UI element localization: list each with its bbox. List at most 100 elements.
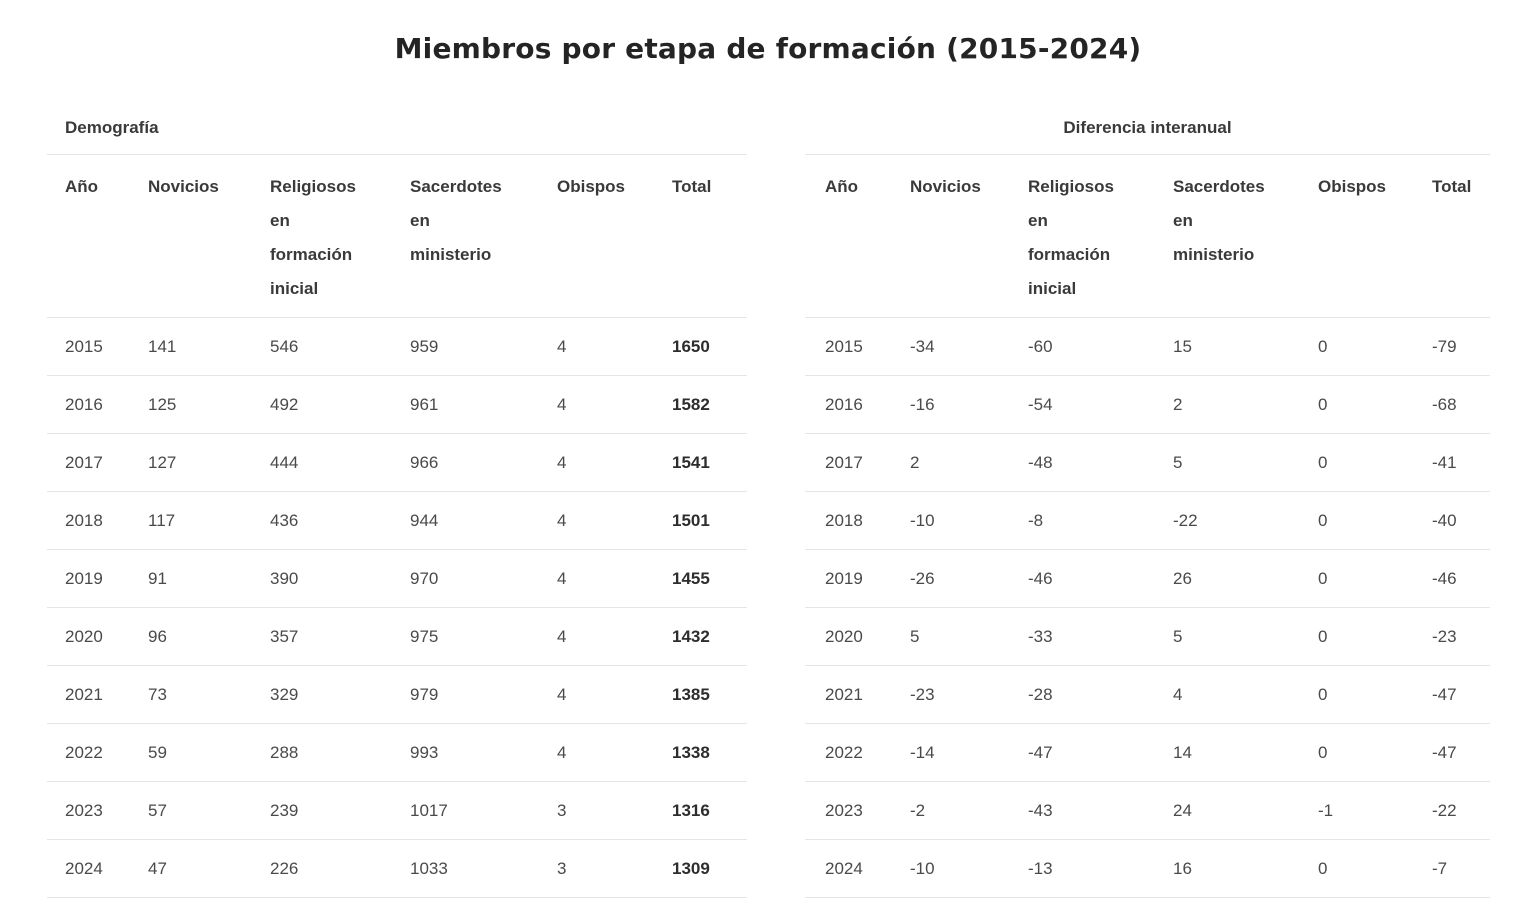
column-header-ano: Año [47, 155, 148, 318]
value-cell: 1017 [410, 782, 557, 840]
value-cell: -10 [910, 840, 1028, 898]
value-cell: 117 [148, 492, 270, 550]
value-cell: -22 [1173, 492, 1318, 550]
column-header-obispos: Obispos [557, 155, 672, 318]
year-cell: 2024 [47, 840, 148, 898]
value-cell: 970 [410, 550, 557, 608]
year-cell: 2019 [47, 550, 148, 608]
column-header-obispos: Obispos [1318, 155, 1432, 318]
year-cell: 2022 [47, 724, 148, 782]
demografia-section: Demografía Año Novicios Religiosos en fo… [47, 101, 747, 898]
table-row: 2022 59 288 993 4 1338 [47, 724, 747, 782]
table-row: 2017 2 -48 5 0 -41 [805, 434, 1490, 492]
value-cell: 4 [557, 724, 672, 782]
value-cell: -47 [1028, 724, 1173, 782]
total-cell: -79 [1432, 318, 1490, 376]
header-label: inicial [270, 279, 319, 298]
demografia-table-body: 2015 141 546 959 4 1650 2016 125 492 961 4 1582 2017… [47, 318, 747, 898]
value-cell: 959 [410, 318, 557, 376]
value-cell: -28 [1028, 666, 1173, 724]
value-cell: 2 [910, 434, 1028, 492]
value-cell: -8 [1028, 492, 1173, 550]
year-cell: 2016 [47, 376, 148, 434]
column-header-sacerdotes: Sacerdotes en ministerio [410, 155, 557, 318]
total-cell: 1582 [672, 376, 747, 434]
column-header-religiosos: Religiosos en formación inicial [270, 155, 410, 318]
value-cell: 288 [270, 724, 410, 782]
total-cell: 1541 [672, 434, 747, 492]
table-row: 2017 127 444 966 4 1541 [47, 434, 747, 492]
value-cell: 329 [270, 666, 410, 724]
diferencia-section: Diferencia interanual Año Novicios Relig… [805, 101, 1490, 898]
header-label: Novicios [148, 177, 219, 196]
value-cell: 4 [557, 492, 672, 550]
total-cell: 1650 [672, 318, 747, 376]
value-cell: 0 [1318, 666, 1432, 724]
total-cell: -47 [1432, 666, 1490, 724]
header-label: Obispos [557, 177, 626, 196]
header-label: Religiosos [1028, 177, 1114, 196]
value-cell: 5 [1173, 608, 1318, 666]
total-cell: -46 [1432, 550, 1490, 608]
header-row: Año Novicios Religiosos en formación ini… [805, 155, 1490, 318]
header-label: Novicios [910, 177, 981, 196]
value-cell: 239 [270, 782, 410, 840]
header-label: ministerio [410, 245, 492, 264]
year-cell: 2023 [805, 782, 910, 840]
diferencia-caption: Diferencia interanual [805, 101, 1490, 155]
year-cell: 2024 [805, 840, 910, 898]
value-cell: 0 [1318, 608, 1432, 666]
value-cell: 57 [148, 782, 270, 840]
table-row: 2023 -2 -43 24 -1 -22 [805, 782, 1490, 840]
value-cell: 4 [557, 550, 672, 608]
header-label: en [1173, 211, 1193, 230]
value-cell: 5 [910, 608, 1028, 666]
year-cell: 2020 [47, 608, 148, 666]
value-cell: -23 [910, 666, 1028, 724]
table-row: 2022 -14 -47 14 0 -47 [805, 724, 1490, 782]
header-label: Obispos [1318, 177, 1387, 196]
value-cell: 26 [1173, 550, 1318, 608]
value-cell: 944 [410, 492, 557, 550]
value-cell: 444 [270, 434, 410, 492]
total-cell: -47 [1432, 724, 1490, 782]
header-label: en [270, 211, 290, 230]
year-cell: 2023 [47, 782, 148, 840]
value-cell: 390 [270, 550, 410, 608]
header-label: Año [825, 177, 859, 196]
total-cell: 1455 [672, 550, 747, 608]
value-cell: 16 [1173, 840, 1318, 898]
column-header-novicios: Novicios [910, 155, 1028, 318]
value-cell: 4 [557, 608, 672, 666]
total-cell: 1501 [672, 492, 747, 550]
column-header-total: Total [672, 155, 747, 318]
table-row: 2016 -16 -54 2 0 -68 [805, 376, 1490, 434]
total-cell: 1309 [672, 840, 747, 898]
value-cell: 2 [1173, 376, 1318, 434]
header-label: Total [1432, 177, 1472, 196]
total-cell: -22 [1432, 782, 1490, 840]
value-cell: 91 [148, 550, 270, 608]
total-cell: 1385 [672, 666, 747, 724]
value-cell: 357 [270, 608, 410, 666]
value-cell: 15 [1173, 318, 1318, 376]
year-cell: 2015 [47, 318, 148, 376]
column-header-total: Total [1432, 155, 1490, 318]
column-header-novicios: Novicios [148, 155, 270, 318]
demografia-table: Año Novicios Religiosos en formación ini… [47, 155, 747, 898]
value-cell: 1033 [410, 840, 557, 898]
total-cell: -23 [1432, 608, 1490, 666]
value-cell: -26 [910, 550, 1028, 608]
total-cell: 1432 [672, 608, 747, 666]
value-cell: 436 [270, 492, 410, 550]
table-row: 2019 -26 -46 26 0 -46 [805, 550, 1490, 608]
table-row: 2023 57 239 1017 3 1316 [47, 782, 747, 840]
value-cell: -13 [1028, 840, 1173, 898]
value-cell: 492 [270, 376, 410, 434]
header-label: Total [672, 177, 712, 196]
total-cell: -40 [1432, 492, 1490, 550]
value-cell: -33 [1028, 608, 1173, 666]
table-row: 2018 117 436 944 4 1501 [47, 492, 747, 550]
value-cell: -34 [910, 318, 1028, 376]
page-title: Miembros por etapa de formación (2015-20… [394, 32, 1142, 65]
